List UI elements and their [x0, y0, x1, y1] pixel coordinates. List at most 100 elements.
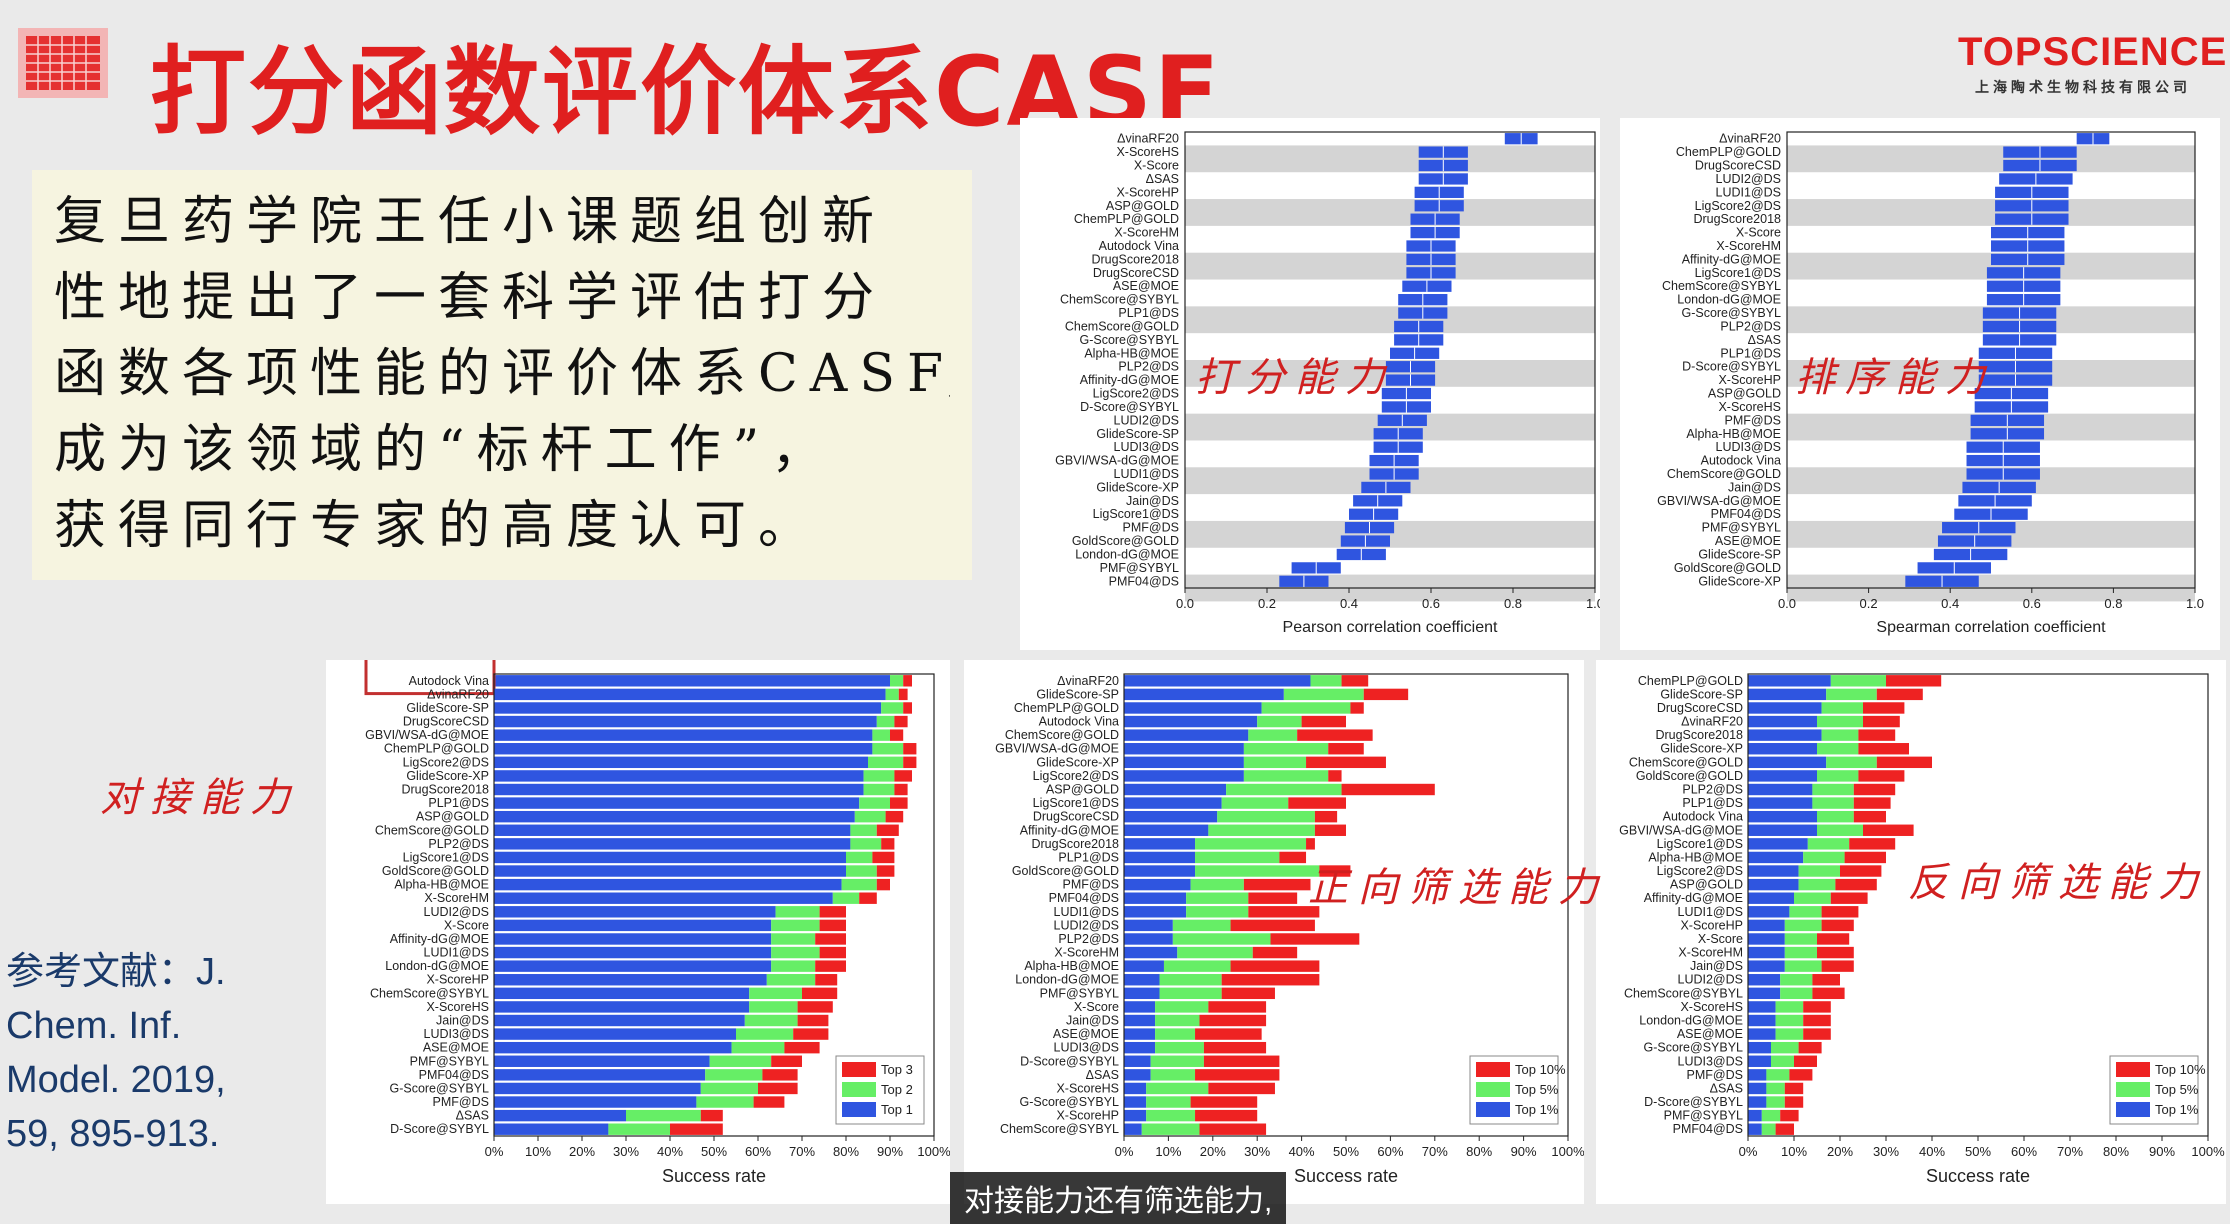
- x-tick-label: 1.0: [2186, 596, 2204, 611]
- category-label: LUDI1@DS: [1678, 905, 1744, 919]
- success-rate-bar-segment: [1328, 770, 1342, 782]
- success-rate-bar-segment: [1803, 1028, 1831, 1040]
- logo-sub-text: 上海陶术生物科技有限公司: [1975, 79, 2191, 95]
- success-rate-bar-segment: [771, 960, 816, 972]
- success-rate-bar-segment: [1830, 892, 1868, 904]
- success-rate-bar-segment: [1775, 1028, 1804, 1040]
- success-rate-bar-segment: [1243, 743, 1329, 755]
- reverse-screening-chart: ChemPLP@GOLDGlideScore-SPDrugScoreCSDΔvi…: [1619, 673, 2225, 1186]
- success-rate-bar-segment: [1124, 756, 1244, 769]
- success-rate-bar-segment: [876, 865, 895, 877]
- category-label: LigScore1@DS: [403, 850, 489, 864]
- x-tick-label: 60%: [745, 1144, 771, 1159]
- success-rate-bar-segment: [894, 783, 908, 796]
- company-logo: TOPSCIENCE 上海陶术生物科技有限公司: [1958, 30, 2226, 97]
- category-label: GlideScore-SP: [1698, 547, 1781, 561]
- x-axis-label: Pearson correlation coefficient: [1283, 619, 1498, 636]
- annotation-reverse-screening: 反向筛选能力: [1908, 860, 2208, 906]
- success-rate-bar-segment: [1748, 824, 1817, 836]
- success-rate-bar-segment: [1288, 797, 1346, 809]
- success-rate-bar-segment: [1363, 688, 1409, 701]
- title-grid-icon: [18, 28, 108, 98]
- success-rate-bar-segment: [1849, 838, 1896, 850]
- category-label: ΔvinaRF20: [1719, 132, 1781, 146]
- x-tick-label: 0.4: [1941, 596, 1959, 611]
- success-rate-bar-segment: [1748, 878, 1799, 891]
- legend-label: Top 1%: [2155, 1102, 2199, 1117]
- success-rate-bar-segment: [494, 824, 851, 836]
- success-rate-bar-segment: [1748, 688, 1827, 701]
- x-axis-label: Success rate: [1294, 1166, 1398, 1186]
- category-label: LUDI3@DS: [1054, 1041, 1120, 1055]
- success-rate-bar-segment: [846, 865, 877, 877]
- success-rate-bar-segment: [1243, 770, 1329, 782]
- success-rate-bar-segment: [494, 892, 833, 904]
- category-label: ΔSAS: [1710, 1081, 1743, 1095]
- category-label: DrugScore2018: [1091, 252, 1179, 266]
- category-label: ChemScore@SYBYL: [1662, 279, 1781, 293]
- success-rate-bar-segment: [1319, 865, 1351, 877]
- success-rate-bar-segment: [1803, 851, 1845, 864]
- category-label: ASP@GOLD: [416, 810, 489, 824]
- category-label: Autodock Vina: [409, 674, 489, 688]
- success-rate-bar-segment: [1124, 743, 1244, 755]
- category-label: PMF04@DS: [1673, 1122, 1743, 1136]
- success-rate-bar-segment: [832, 892, 860, 904]
- category-label: ChemPLP@GOLD: [384, 742, 489, 756]
- success-rate-bar-segment: [1821, 729, 1859, 741]
- success-rate-bar-segment: [1124, 1069, 1151, 1081]
- category-label: PMF04@DS: [1109, 574, 1179, 588]
- success-rate-bar-segment: [771, 933, 816, 945]
- category-label: Alpha-HB@MOE: [1648, 850, 1743, 864]
- success-rate-bar-segment: [1172, 933, 1271, 945]
- success-rate-bar-segment: [1771, 1041, 1799, 1054]
- category-label: Autodock Vina: [1039, 715, 1119, 729]
- success-rate-bar-segment: [1221, 987, 1275, 1000]
- success-rate-bar-segment: [1812, 783, 1854, 796]
- success-rate-bar-segment: [1124, 865, 1196, 877]
- category-label: Jain@DS: [1126, 494, 1179, 508]
- success-rate-bar-segment: [1748, 865, 1799, 877]
- success-rate-bar-segment: [1221, 797, 1289, 809]
- x-tick-label: 100%: [1551, 1144, 1584, 1159]
- category-label: PLP1@DS: [1682, 796, 1743, 810]
- success-rate-bar-segment: [771, 1055, 802, 1067]
- category-label: DrugScoreCSD: [1657, 701, 1743, 715]
- success-rate-bar-segment: [494, 851, 846, 864]
- success-rate-bar-segment: [1341, 675, 1369, 687]
- success-rate-bar-segment: [1821, 906, 1859, 918]
- success-rate-bar-segment: [1221, 974, 1320, 986]
- category-label: GBVI/WSA-dG@MOE: [365, 728, 489, 742]
- success-rate-bar-segment: [1748, 919, 1785, 932]
- category-label: GoldScore@GOLD: [1072, 534, 1179, 548]
- category-label: Jain@DS: [1728, 480, 1781, 494]
- legend-swatch: [842, 1062, 876, 1077]
- category-label: G-Score@SYBYL: [389, 1081, 489, 1095]
- success-rate-bar-segment: [1195, 865, 1320, 877]
- success-rate-bar-segment: [802, 987, 838, 1000]
- success-rate-bar-segment: [1780, 1109, 1799, 1122]
- success-rate-bar-segment: [494, 838, 851, 850]
- success-rate-bar-segment: [1195, 851, 1280, 864]
- success-rate-bar-segment: [1306, 838, 1315, 850]
- success-rate-bar-segment: [1124, 851, 1196, 864]
- success-rate-bar-segment: [1279, 851, 1307, 864]
- x-tick-label: 70%: [2057, 1144, 2083, 1159]
- category-label: LigScore1@DS: [1657, 837, 1743, 851]
- category-label: LUDI1@DS: [1054, 905, 1120, 919]
- category-label: ChemScore@SYBYL: [1060, 293, 1179, 307]
- success-rate-bar-segment: [1155, 1028, 1196, 1040]
- success-rate-bar-segment: [1784, 919, 1822, 932]
- success-rate-bar-segment: [762, 1069, 798, 1081]
- legend-label: Top 10%: [1515, 1062, 1566, 1077]
- success-rate-bar-segment: [1306, 756, 1386, 769]
- success-rate-bar-segment: [872, 743, 904, 755]
- intro-line: 函数各项性能的评价体系CASF,: [54, 344, 950, 404]
- success-rate-bar-segment: [1812, 987, 1845, 1000]
- band-stripe: [1787, 145, 2195, 173]
- success-rate-bar-segment: [1766, 1096, 1785, 1108]
- success-rate-bar-segment: [1858, 729, 1896, 741]
- success-rate-bar-segment: [1208, 1082, 1275, 1095]
- success-rate-bar-segment: [1775, 1123, 1794, 1135]
- legend-swatch: [2116, 1082, 2150, 1097]
